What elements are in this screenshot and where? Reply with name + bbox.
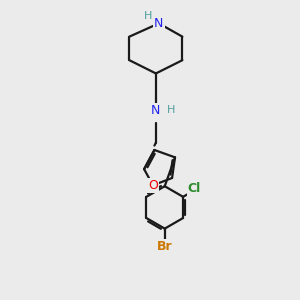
Text: H: H bbox=[167, 105, 176, 115]
Text: H: H bbox=[143, 11, 152, 21]
Text: Cl: Cl bbox=[188, 182, 201, 195]
Text: N: N bbox=[154, 17, 164, 30]
Text: O: O bbox=[148, 179, 158, 192]
Text: N: N bbox=[151, 104, 160, 117]
Text: Br: Br bbox=[157, 240, 172, 253]
